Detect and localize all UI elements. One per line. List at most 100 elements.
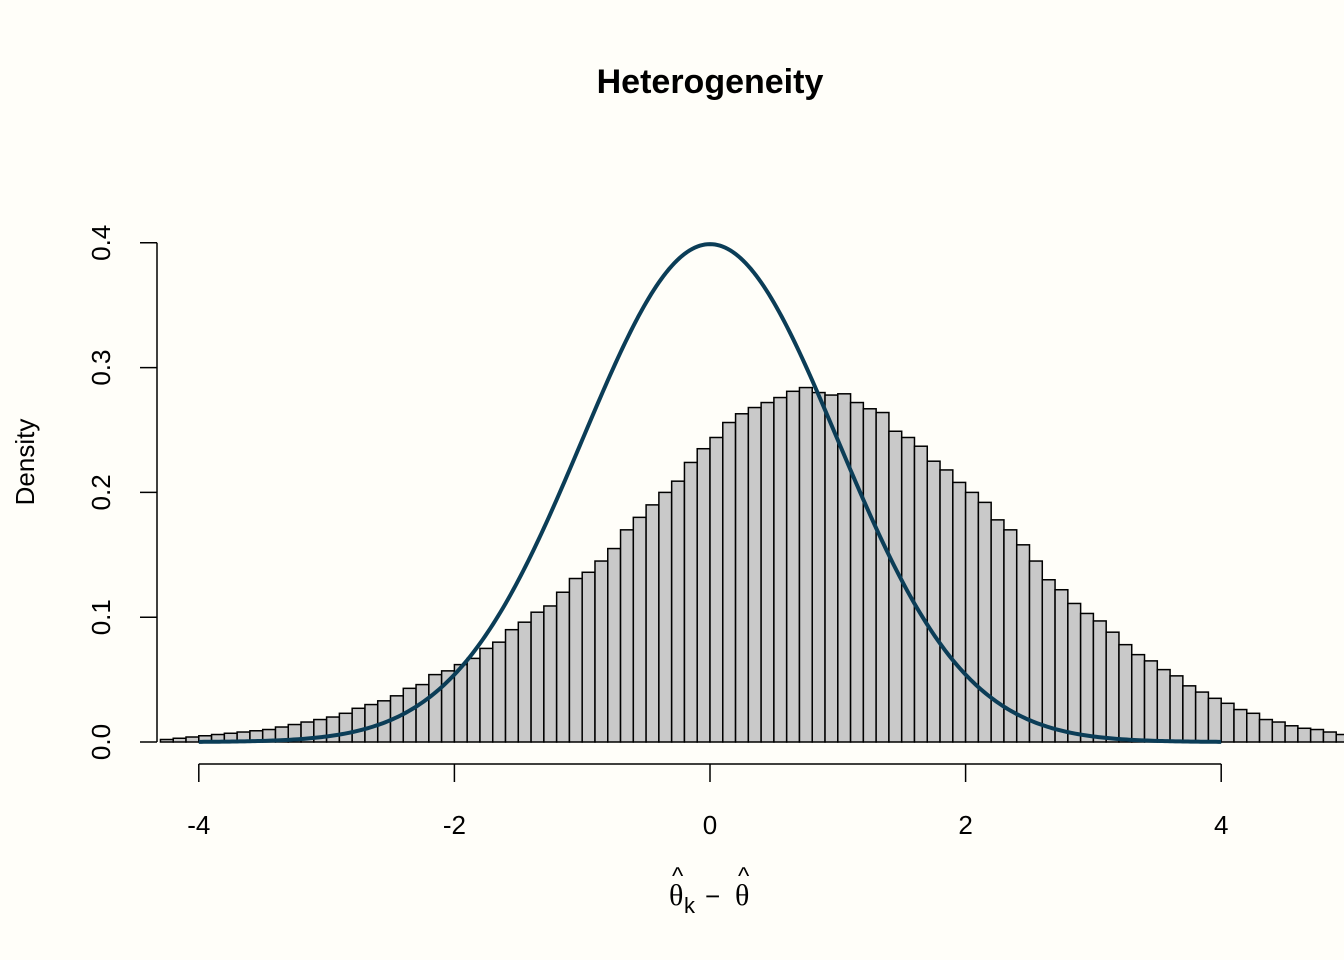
histogram-bar: [722, 421, 737, 743]
x-tick-label: 0: [703, 810, 717, 840]
histogram-bar: [1028, 560, 1044, 743]
histogram-bar: [491, 641, 507, 743]
histogram-bar: [428, 673, 443, 743]
histogram-bar: [888, 430, 903, 743]
histogram-bar: [1130, 653, 1146, 743]
histogram-bar: [913, 445, 929, 743]
chart-title: Heterogeneity: [597, 63, 824, 101]
y-axis-title: Density: [10, 419, 40, 506]
x-axis-title-hat-2: ^: [738, 863, 750, 890]
histogram-bar: [709, 436, 724, 743]
x-axis-title-minus: −: [705, 881, 720, 911]
histogram-bar: [760, 401, 775, 743]
histogram-bar: [875, 411, 890, 743]
histogram-bar: [696, 447, 711, 743]
histogram-bar: [338, 712, 353, 743]
histogram-bar: [1309, 728, 1325, 743]
histogram-bar: [632, 516, 647, 743]
histogram-bar: [645, 504, 660, 743]
histogram-bar: [1220, 702, 1235, 743]
histogram-bar: [939, 469, 954, 743]
y-tick-label: 0.4: [86, 225, 116, 261]
histogram-bar: [1067, 602, 1082, 743]
histogram-bar: [1271, 721, 1286, 743]
histogram-bar: [849, 401, 865, 743]
histogram-bar: [351, 707, 366, 743]
histogram-bar: [1246, 712, 1261, 743]
histogram-bar: [543, 605, 558, 743]
x-tick-label: 4: [1214, 810, 1228, 840]
histogram-bar: [1258, 718, 1274, 743]
x-tick-label: -2: [443, 810, 466, 840]
x-axis-title-hat-1: ^: [672, 863, 684, 890]
histogram-bars: [159, 386, 1344, 743]
histogram-bar: [977, 501, 992, 743]
histogram-bar: [159, 738, 174, 743]
histogram-bar: [185, 736, 200, 743]
histogram-bar: [1092, 620, 1107, 743]
histogram-bar: [1041, 579, 1056, 743]
x-axis: -4 -2 0 2 4: [187, 763, 1228, 840]
histogram-bar: [658, 491, 673, 743]
histogram-bar: [568, 577, 583, 743]
x-axis-title-theta-k: θ: [669, 879, 683, 912]
y-tick-label: 0.0: [86, 724, 116, 760]
histogram-bar: [747, 406, 762, 743]
histogram-bar: [364, 703, 379, 743]
x-tick-label: 2: [958, 810, 972, 840]
histogram-bar: [990, 519, 1005, 743]
histogram-bar: [517, 621, 532, 743]
histogram-bar: [1156, 668, 1171, 743]
histogram-bar: [785, 390, 801, 743]
histogram-bar: [683, 461, 698, 743]
y-axis: 0.0 0.1 0.2 0.3 0.4: [86, 225, 158, 760]
y-tick-label: 0.1: [86, 599, 116, 635]
histogram-bar: [1105, 631, 1120, 743]
histogram-bar: [1169, 675, 1184, 743]
x-axis-title-theta: θ: [735, 879, 749, 912]
histogram-bar: [824, 394, 839, 743]
histogram-bar: [1079, 612, 1095, 743]
normal-density-curve: [198, 242, 1222, 744]
histogram-bar: [952, 481, 967, 743]
histogram-bar: [862, 408, 877, 743]
histogram-bar: [1207, 697, 1222, 743]
histogram-bar: [773, 396, 788, 743]
histogram-bar: [530, 611, 545, 743]
histogram-bar: [1297, 727, 1312, 743]
histogram-bar: [964, 491, 980, 743]
histogram-bar: [466, 657, 481, 743]
histogram-bar: [479, 647, 494, 743]
histogram-bar: [1284, 725, 1299, 743]
histogram-bar: [1143, 660, 1159, 743]
histogram-bar: [734, 413, 750, 743]
x-axis-title: θ ^ k − θ ^: [669, 863, 750, 918]
x-tick-label: -4: [187, 810, 210, 840]
y-tick-label: 0.2: [86, 474, 116, 510]
histogram-bar: [555, 591, 571, 743]
histogram-bar: [325, 716, 341, 743]
histogram-bar: [594, 560, 609, 743]
histogram-bar: [504, 628, 520, 743]
histogram-bar: [619, 529, 635, 743]
histogram-bar: [172, 737, 187, 743]
histogram-bar: [1054, 588, 1069, 743]
histogram-bar: [1233, 708, 1248, 743]
histogram-bar: [1322, 731, 1337, 743]
histogram-bar: [453, 663, 468, 743]
histogram-bar: [1015, 544, 1031, 743]
histogram-bar: [1335, 733, 1344, 743]
histogram-bar: [811, 391, 826, 743]
histogram-bar: [926, 460, 941, 743]
histogram-bar: [607, 547, 622, 743]
y-tick-label: 0.3: [86, 350, 116, 386]
histogram-bar: [798, 386, 813, 743]
histogram-bar: [1118, 643, 1133, 743]
histogram-bar: [670, 480, 686, 743]
x-axis-title-subscript: k: [684, 893, 696, 918]
histogram-bar: [1194, 691, 1210, 743]
histogram-bar: [1182, 685, 1197, 743]
histogram-bar: [581, 571, 596, 743]
histogram-bar: [415, 683, 430, 743]
